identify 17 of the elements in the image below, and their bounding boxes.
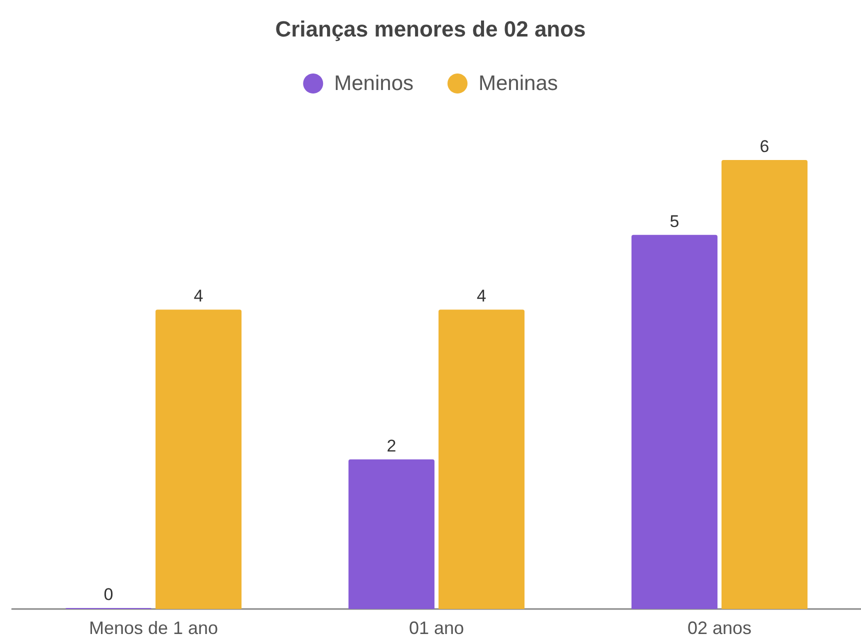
bar: [156, 310, 242, 609]
data-label: 6: [760, 137, 770, 156]
data-label: 5: [670, 212, 680, 231]
legend-label: Meninos: [334, 72, 414, 95]
legend-label: Meninas: [478, 72, 558, 95]
x-tick-label: 02 anos: [687, 618, 752, 637]
data-label: 2: [386, 436, 396, 456]
data-label: 4: [194, 286, 204, 306]
x-tick-label: Menos de 1 ano: [88, 618, 218, 637]
x-tick-label: 01 ano: [408, 618, 464, 637]
bar: [631, 234, 718, 609]
bar: [348, 459, 434, 609]
bar: [722, 160, 808, 609]
bar: [438, 310, 525, 609]
data-label: 4: [476, 286, 486, 306]
chart-title: Crianças menores de 02 anos: [275, 16, 586, 42]
data-label: 0: [104, 585, 114, 604]
